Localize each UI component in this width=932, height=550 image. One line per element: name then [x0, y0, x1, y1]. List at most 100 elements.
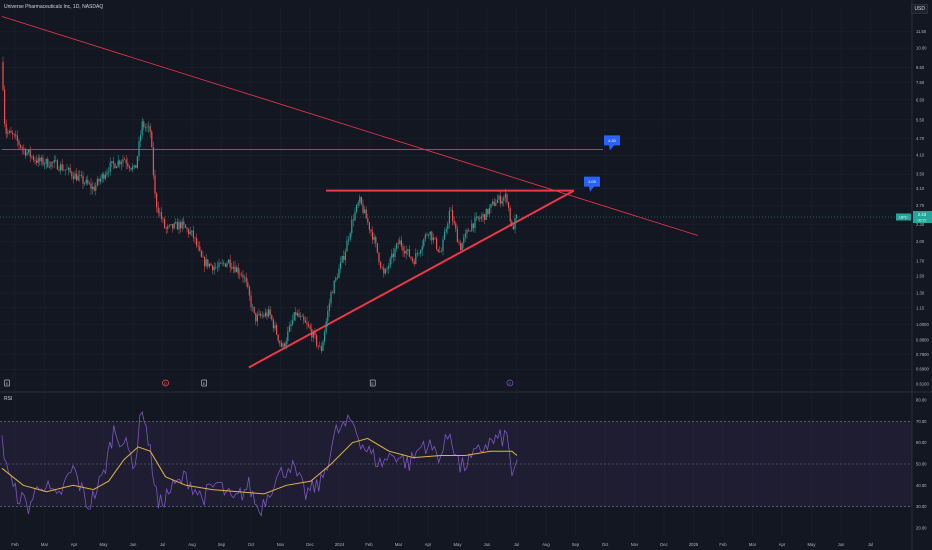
candle-body	[306, 322, 308, 325]
candle-body	[288, 326, 290, 332]
candle-body	[282, 343, 284, 347]
candle-body	[274, 325, 276, 329]
candle-body	[184, 224, 186, 228]
candle-body	[183, 221, 185, 225]
candle-body	[341, 256, 343, 262]
candle-body	[245, 277, 247, 283]
event-marker	[369, 379, 376, 387]
time-tick-label: Dec	[660, 542, 667, 547]
candle-body	[405, 250, 407, 254]
rsi-indicator-label: RSI	[4, 396, 13, 402]
candle-body	[392, 253, 394, 257]
time-tick-label: Apr	[779, 542, 786, 547]
candle-body	[216, 267, 218, 268]
time-tick-label: Sep	[218, 542, 226, 547]
candle-body	[244, 277, 246, 279]
candle-body	[106, 172, 108, 175]
time-tick-label: Nov	[631, 542, 639, 547]
candle-body	[268, 309, 270, 317]
candle-body	[199, 246, 201, 251]
candle-body	[276, 325, 278, 335]
candle-body	[213, 266, 215, 271]
last-price-label: 2.43	[918, 212, 927, 217]
currency-button[interactable]: USD	[911, 4, 928, 14]
candle-body	[172, 224, 174, 229]
event-marker-label: E	[371, 381, 374, 386]
last-price-tag	[913, 210, 932, 223]
price-series	[0, 56, 912, 354]
candle-body	[13, 134, 15, 135]
candle-body	[77, 175, 79, 181]
candle-body	[498, 195, 500, 200]
candle-body	[236, 267, 238, 273]
candle-body	[200, 250, 202, 257]
candle-body	[416, 253, 418, 254]
candle-body	[316, 335, 318, 346]
candle-body	[29, 149, 31, 157]
candle-body	[156, 193, 158, 208]
candle-body	[180, 222, 182, 229]
candle-body	[423, 239, 425, 247]
candle-body	[85, 179, 87, 184]
candle-body	[484, 214, 486, 220]
candle-body	[130, 168, 132, 170]
candle-body	[266, 312, 268, 317]
candle-body	[71, 172, 73, 177]
time-axis[interactable]: Feb Mar Apr May Jun Jul Aug Sep Oct Nov Dec 2024 Feb…	[11, 542, 873, 547]
price-tick-label: 7.50	[916, 80, 925, 85]
event-marker-label: E	[509, 381, 512, 386]
event-marker-label: E	[6, 381, 9, 386]
candle-body	[37, 157, 39, 163]
candle-body	[10, 130, 12, 133]
ascending-triangle[interactable]	[248, 189, 575, 369]
time-tick-label: Jun	[838, 542, 845, 547]
price-callouts: 4.30 3.09	[584, 135, 620, 192]
candle-body	[332, 292, 334, 294]
candle-body	[223, 262, 225, 264]
rsi-tick-label: 40.00	[916, 483, 927, 488]
candle-body	[255, 312, 257, 322]
candle-body	[468, 230, 470, 232]
candle-body	[88, 183, 90, 185]
time-tick-label: May	[454, 542, 463, 547]
candle-body	[178, 222, 180, 230]
candle-body	[319, 346, 321, 348]
candle-body	[362, 204, 364, 214]
candle-body	[194, 237, 196, 239]
candle-body	[239, 273, 241, 275]
candle-body	[252, 306, 254, 308]
candle-body	[152, 147, 154, 176]
candle-body	[301, 316, 303, 317]
candle-body	[428, 234, 430, 236]
candle-body	[308, 324, 310, 327]
candle-body	[434, 237, 436, 239]
candle-body	[221, 262, 223, 264]
candle-body	[258, 313, 260, 315]
candle-body	[424, 234, 426, 240]
candle-body	[328, 303, 330, 311]
candle-body	[309, 326, 311, 329]
price-tick-label: 1.50	[916, 273, 925, 278]
candle-body	[242, 275, 244, 278]
candle-body	[344, 251, 346, 261]
candle-body	[343, 256, 345, 261]
candle-body	[100, 178, 102, 182]
time-tick-label: Dec	[306, 542, 313, 547]
candle-body	[324, 331, 326, 342]
price-callout-box	[604, 135, 620, 151]
candle-body	[322, 341, 324, 351]
price-tick-label: 11.50	[916, 29, 927, 34]
descending-trendline[interactable]	[1, 16, 698, 236]
candle-body	[407, 249, 409, 251]
candle-body	[333, 280, 335, 294]
candle-body	[284, 343, 286, 347]
candle-body	[164, 219, 166, 228]
ticker-tag	[896, 213, 911, 221]
price-axis[interactable]: 11.50 10.00 8.50 7.50 6.50 5.50 4.70 4.10 3.50 3.…	[896, 29, 932, 531]
candle-body	[93, 186, 95, 191]
candle-body	[466, 230, 468, 234]
candle-body	[168, 224, 170, 227]
candle-body	[76, 173, 78, 181]
